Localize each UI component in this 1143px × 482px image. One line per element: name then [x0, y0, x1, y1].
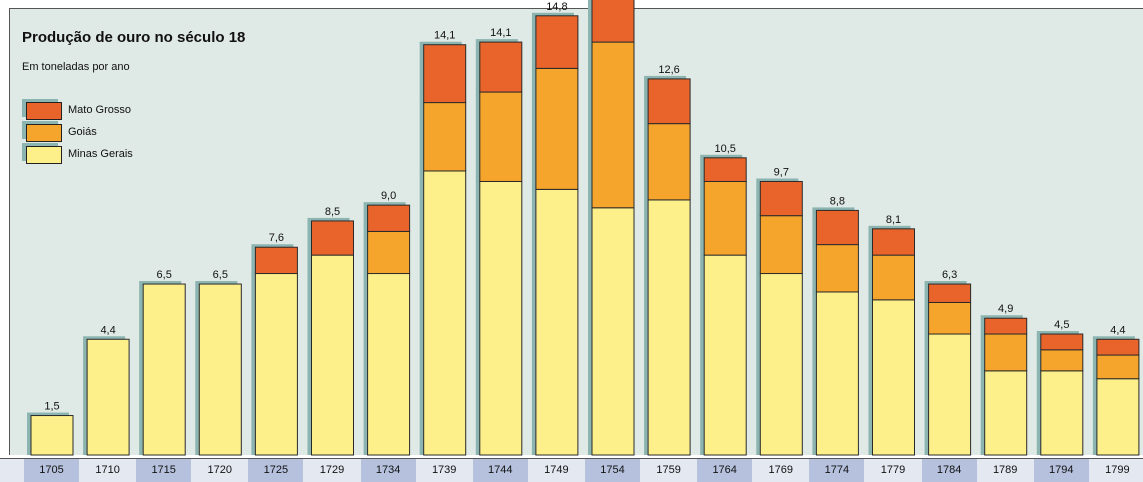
- bar-mato-grosso-1774: [815, 209, 859, 246]
- bar-minas-gerais-1769: [759, 273, 803, 456]
- total-label-1729: 8,5: [325, 206, 340, 218]
- legend-swatch-minas-gerais: [26, 146, 62, 164]
- bar-mato-grosso-1729: [311, 220, 354, 256]
- bar-mato-grosso-1749: [535, 15, 579, 69]
- bar-goi-s-1799: [1096, 354, 1140, 380]
- x-tick-label-1774: 1774: [809, 459, 865, 482]
- total-label-1710: 4,4: [100, 324, 115, 336]
- bar-minas-gerais-1729: [311, 254, 354, 456]
- bar-minas-gerais-1734: [367, 273, 411, 456]
- x-tick-label-1729: 1729: [319, 464, 345, 476]
- bar-mato-grosso-1744: [479, 41, 523, 93]
- bar-minas-gerais-1799: [1096, 378, 1140, 456]
- total-label-1725: 7,6: [269, 232, 284, 244]
- bar-mato-grosso-1764: [703, 157, 747, 182]
- bar-mato-grosso-1734: [367, 204, 411, 232]
- bar-minas-gerais-1744: [479, 180, 523, 456]
- bar-minas-gerais-1789: [984, 370, 1028, 456]
- bar-mato-grosso-1769: [759, 180, 803, 217]
- x-tick-label-1744: 1744: [472, 459, 528, 482]
- x-tick-label-1794: 1794: [1033, 459, 1089, 482]
- total-label-1799: 4,4: [1110, 324, 1125, 336]
- bar-goi-s-1749: [535, 67, 579, 190]
- legend-swatch-goias: [26, 124, 62, 142]
- legend-label-minas-gerais: Minas Gerais: [68, 148, 133, 160]
- x-tick-label-1799: 1799: [1105, 464, 1130, 476]
- x-tick-label-1715: 1715: [136, 459, 192, 482]
- total-label-1789: 4,9: [998, 303, 1013, 315]
- legend-label-mato-grosso: Mato Grosso: [68, 104, 131, 116]
- legend-swatch-mato-grosso: [26, 102, 62, 120]
- bar-goi-s-1784: [928, 301, 972, 335]
- bar-minas-gerais-1715: [142, 283, 186, 456]
- total-label-1705: 1,5: [44, 401, 59, 413]
- bar-minas-gerais-1725: [254, 273, 298, 456]
- bar-goi-s-1774: [815, 244, 859, 293]
- x-tick-label-1725: 1725: [248, 459, 304, 482]
- legend-label-goias: Goiás: [68, 126, 97, 138]
- bar-minas-gerais-1705: [30, 415, 74, 456]
- x-tick-label-1739: 1739: [431, 464, 457, 476]
- x-tick-label-1784: 1784: [921, 459, 977, 482]
- bar-minas-gerais-1784: [928, 333, 972, 456]
- bar-mato-grosso-1779: [872, 228, 915, 256]
- x-tick-label-1779: 1779: [880, 464, 906, 476]
- bar-mato-grosso-1789: [984, 317, 1028, 335]
- x-axis: 1705 1710 1715 1720 1725 1729 1734 1739 1744 1749…: [0, 458, 1143, 482]
- x-tick-label-1734: 1734: [360, 459, 416, 482]
- bar-goi-s-1794: [1040, 349, 1084, 372]
- bar-goi-s-1789: [984, 333, 1028, 372]
- bar-minas-gerais-1759: [647, 199, 691, 456]
- bar-mato-grosso-1784: [928, 283, 972, 303]
- bar-goi-s-1734: [367, 230, 411, 275]
- total-label-1715: 6,5: [157, 269, 172, 281]
- total-label-1759: 12,6: [658, 64, 679, 76]
- bar-goi-s-1764: [703, 180, 747, 256]
- x-tick-label-1754: 1754: [585, 459, 640, 482]
- bar-mato-grosso-1739: [423, 44, 467, 104]
- bar-minas-gerais-1739: [423, 170, 467, 456]
- bar-mato-grosso-1794: [1040, 333, 1084, 351]
- total-label-1794: 4,5: [1054, 319, 1069, 331]
- total-label-1734: 9,0: [381, 190, 396, 202]
- total-label-1739: 14,1: [434, 30, 455, 42]
- bar-mato-grosso-1799: [1096, 338, 1140, 356]
- chart-title: Produção de ouro no século 18: [22, 29, 246, 46]
- bar-mato-grosso-1725: [254, 246, 298, 275]
- total-label-1784: 6,3: [942, 269, 957, 281]
- bar-minas-gerais-1720: [198, 283, 242, 456]
- bar-goi-s-1779: [872, 254, 915, 301]
- bar-minas-gerais-1754: [591, 207, 635, 456]
- bar-minas-gerais-1779: [872, 299, 915, 456]
- chart-subtitle: Em toneladas por ano: [22, 61, 130, 73]
- total-label-1779: 8,1: [886, 214, 901, 226]
- total-label-1769: 9,7: [774, 166, 789, 178]
- total-label-1764: 10,5: [714, 143, 735, 155]
- bar-goi-s-1754: [591, 41, 635, 209]
- x-tick-label-1749: 1749: [544, 464, 569, 476]
- bar-minas-gerais-1764: [703, 254, 747, 456]
- bar-mato-grosso-1754: [591, 0, 635, 43]
- bar-minas-gerais-1710: [86, 338, 130, 456]
- x-tick-label-1759: 1759: [656, 464, 681, 476]
- bar-minas-gerais-1774: [815, 291, 859, 456]
- total-label-1720: 6,5: [213, 269, 228, 281]
- total-label-1749: 14,8: [546, 1, 567, 13]
- x-tick-label-1764: 1764: [697, 459, 753, 482]
- bar-goi-s-1759: [647, 123, 691, 201]
- x-tick-label-1789: 1789: [992, 464, 1018, 476]
- bar-minas-gerais-1794: [1040, 370, 1084, 456]
- total-label-1774: 8,8: [830, 195, 845, 207]
- total-label-1744: 14,1: [490, 27, 511, 39]
- x-tick-label-1705: 1705: [24, 459, 79, 482]
- x-tick-label-1710: 1710: [95, 464, 120, 476]
- x-tick-label-1720: 1720: [207, 464, 233, 476]
- bar-goi-s-1739: [423, 102, 467, 172]
- bar-goi-s-1769: [759, 215, 803, 275]
- x-tick-label-1769: 1769: [768, 464, 794, 476]
- bar-mato-grosso-1759: [647, 78, 691, 125]
- bar-minas-gerais-1749: [535, 188, 579, 456]
- bar-goi-s-1744: [479, 91, 523, 182]
